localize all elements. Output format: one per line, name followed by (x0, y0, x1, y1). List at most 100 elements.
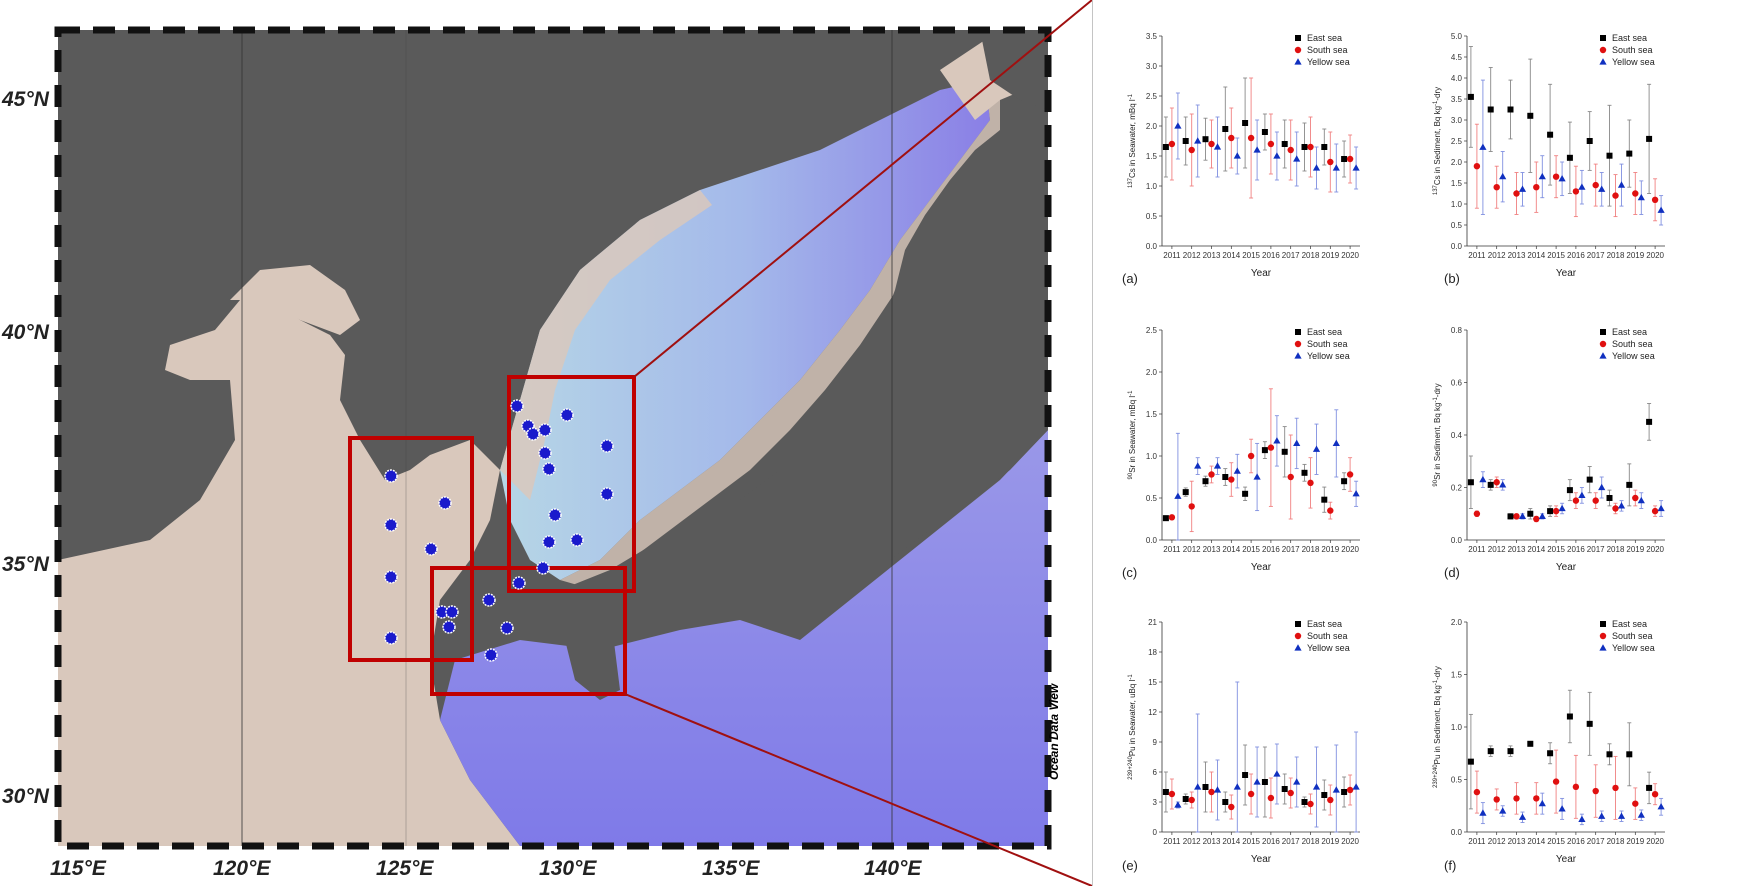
data-point (1467, 93, 1474, 100)
panel-label: (b) (1444, 271, 1460, 286)
data-point (1578, 183, 1586, 190)
series-yellow-sea (1174, 92, 1360, 193)
data-point (1253, 473, 1261, 480)
data-point (1637, 193, 1645, 201)
data-point (1651, 196, 1659, 203)
x-tick-label: 2019 (1626, 545, 1644, 554)
box-east-sea (507, 375, 636, 593)
y-tick-label: 0.5 (1146, 212, 1158, 221)
y-tick-label: 1.0 (1146, 452, 1158, 461)
x-tick-label: 2019 (1321, 545, 1339, 554)
series-south-sea (1168, 771, 1354, 820)
x-tick-label: 2018 (1607, 545, 1625, 554)
x-tick-label: 2011 (1468, 837, 1486, 846)
data-point (1253, 146, 1261, 153)
data-point (1341, 156, 1348, 162)
y-axis-title: 239+240Pu in Sediment, Bq kg-1-dry (1433, 666, 1442, 788)
data-point (1332, 164, 1340, 171)
x-tick-label: 2015 (1242, 251, 1260, 260)
data-point (1168, 514, 1176, 521)
x-tick-label: 2016 (1262, 837, 1280, 846)
map-panel: 45°N 40°N 35°N 30°N 115°E 120°E 125°E 13… (2, 0, 1092, 886)
data-point (1267, 140, 1275, 148)
panel-label: (d) (1444, 565, 1460, 580)
data-point (1281, 448, 1288, 455)
data-point (1518, 813, 1527, 820)
y-tick-label: 15 (1148, 678, 1157, 687)
data-point (1168, 790, 1176, 798)
data-point (1168, 140, 1176, 148)
data-point (1547, 750, 1554, 757)
data-point (1213, 143, 1222, 150)
data-point (1499, 172, 1507, 180)
box-yellow-sea (348, 436, 474, 662)
data-point (1586, 720, 1593, 727)
legend-marker (1294, 58, 1302, 65)
y-axis-title: 137Cs in Sediment, Bq kg-1-dry (1433, 87, 1442, 195)
data-point (1242, 772, 1249, 778)
data-point (1202, 478, 1209, 485)
x-tick-label: 2015 (1242, 545, 1260, 554)
y-tick-label: 12 (1148, 708, 1157, 717)
x-tick-label: 2016 (1262, 545, 1280, 554)
station-marker (500, 621, 514, 635)
y-tick-label: 3 (1153, 798, 1158, 807)
station-marker (438, 496, 452, 510)
data-point (1247, 134, 1255, 142)
series-yellow-sea (1479, 79, 1665, 226)
data-point (1552, 778, 1560, 785)
data-point (1321, 496, 1328, 503)
data-point (1527, 112, 1534, 119)
y-axis-title: 239+240Pu in Seawater, uBq l-1 (1128, 674, 1137, 780)
data-point (1242, 120, 1249, 126)
legend-marker (1599, 46, 1607, 54)
data-point (1352, 783, 1360, 790)
y-tick-label: 21 (1148, 618, 1157, 627)
lon-label-115: 115°E (50, 857, 106, 880)
data-point (1547, 131, 1554, 138)
data-point (1626, 751, 1633, 758)
x-tick-label: 2014 (1527, 837, 1545, 846)
x-tick-label: 2013 (1203, 545, 1221, 554)
legend-label: East sea (1612, 619, 1647, 629)
data-point (1341, 789, 1348, 795)
lon-label-120: 120°E (213, 857, 271, 880)
station-marker (384, 469, 398, 483)
data-point (1261, 447, 1268, 454)
y-tick-label: 3.0 (1451, 116, 1463, 125)
y-tick-label: 0.0 (1146, 242, 1158, 251)
data-point (1287, 473, 1294, 481)
series-south-sea (1473, 123, 1659, 222)
japan-honshu (560, 120, 1048, 640)
data-point (1261, 129, 1268, 135)
x-tick-label: 2011 (1163, 837, 1181, 846)
x-tick-label: 2019 (1321, 837, 1339, 846)
east-sea-shelf (500, 190, 712, 500)
station-marker (600, 439, 614, 453)
data-point (1646, 418, 1653, 425)
data-point (1287, 789, 1294, 797)
data-point (1321, 144, 1328, 150)
data-point (1281, 141, 1288, 147)
x-tick-label: 2020 (1341, 837, 1359, 846)
legend-label: South sea (1307, 631, 1348, 641)
data-point (1473, 788, 1481, 796)
sampling-stations (384, 399, 614, 662)
data-point (1222, 799, 1229, 805)
data-point (1346, 786, 1354, 794)
data-point (1566, 713, 1573, 720)
data-point (1507, 748, 1514, 755)
x-axis-title: Year (1556, 268, 1577, 279)
data-point (1552, 507, 1560, 515)
data-point (1307, 800, 1314, 808)
lat-label-40: 40°N (2, 321, 49, 344)
bohai-sea (230, 265, 360, 335)
x-axis-title: Year (1556, 854, 1577, 865)
x-tick-label: 2015 (1547, 837, 1565, 846)
x-tick-label: 2016 (1567, 251, 1585, 260)
station-marker (512, 576, 526, 590)
data-point (1479, 809, 1487, 816)
legend-marker (1295, 329, 1301, 335)
data-point (1182, 796, 1189, 802)
